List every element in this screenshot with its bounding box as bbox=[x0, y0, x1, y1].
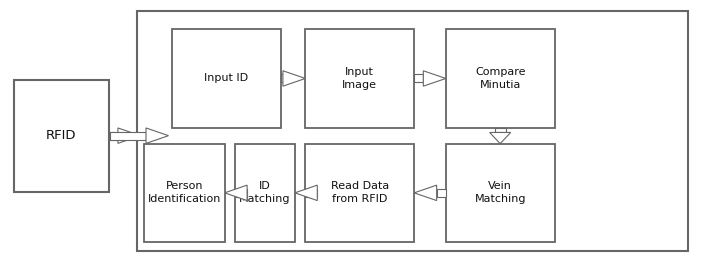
Bar bbox=[305, 144, 414, 242]
Bar bbox=[446, 29, 555, 128]
Polygon shape bbox=[118, 128, 140, 143]
Polygon shape bbox=[423, 71, 446, 86]
Polygon shape bbox=[225, 185, 247, 201]
Polygon shape bbox=[295, 185, 317, 201]
Bar bbox=[172, 29, 281, 128]
Text: Input
Image: Input Image bbox=[343, 67, 377, 90]
Polygon shape bbox=[283, 71, 305, 86]
Bar bbox=[137, 11, 688, 251]
Text: Read Data
from RFID: Read Data from RFID bbox=[331, 181, 389, 205]
Text: Compare
Minutia: Compare Minutia bbox=[475, 67, 525, 90]
Bar bbox=[305, 29, 414, 128]
Bar bbox=[437, 189, 446, 197]
Bar bbox=[109, 132, 118, 140]
Text: Vein
Matching: Vein Matching bbox=[475, 181, 526, 205]
Bar bbox=[235, 144, 295, 242]
Bar bbox=[281, 74, 283, 82]
Polygon shape bbox=[490, 132, 511, 144]
Polygon shape bbox=[146, 128, 168, 143]
Polygon shape bbox=[414, 185, 437, 201]
Bar bbox=[110, 132, 146, 140]
Bar bbox=[495, 128, 505, 132]
Text: Input ID: Input ID bbox=[204, 73, 249, 84]
Bar bbox=[446, 144, 555, 242]
Text: ID
Matching: ID Matching bbox=[239, 181, 291, 205]
Bar bbox=[235, 189, 247, 197]
Bar bbox=[144, 144, 225, 242]
Bar bbox=[14, 80, 109, 192]
Bar bbox=[305, 189, 317, 197]
Text: RFID: RFID bbox=[46, 129, 77, 142]
Bar bbox=[414, 74, 423, 82]
Text: Person
Identification: Person Identification bbox=[147, 181, 221, 205]
